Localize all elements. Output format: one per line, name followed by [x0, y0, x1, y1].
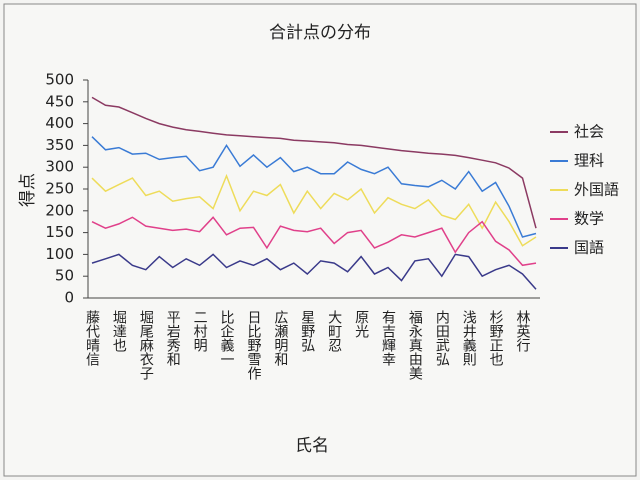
x-tick-label: 福永真由美 — [407, 310, 423, 380]
x-tick-label: 内田武弘 — [434, 310, 450, 366]
legend-label: 国語 — [574, 239, 604, 257]
legend-label: 数学 — [574, 210, 604, 228]
x-tick-label: 日比野雪作 — [245, 310, 261, 380]
legend-label: 社会 — [574, 123, 604, 141]
x-axis-label: 氏名 — [295, 436, 329, 456]
x-tick-label: 広瀬明和 — [272, 310, 288, 366]
y-tick-label: 100 — [45, 245, 74, 263]
x-tick-label: 藤代晴信 — [84, 310, 100, 366]
x-tick-label: 原光 — [353, 310, 369, 339]
series-line — [91, 96, 537, 229]
x-tick-label: 比企義一 — [219, 310, 235, 366]
legend-label: 理科 — [574, 152, 604, 170]
x-tick-label: 杉野正也 — [488, 310, 504, 366]
x-tick-label: 有吉輝幸 — [380, 310, 396, 366]
y-tick-label: 0 — [64, 289, 74, 307]
y-tick-label: 50 — [55, 267, 74, 285]
y-tick-label: 200 — [45, 201, 74, 219]
chart-frame — [3, 3, 637, 477]
x-tick-label: 平岩秀和 — [165, 310, 181, 366]
x-tick-label: 二村明 — [192, 310, 208, 353]
x-tick-label: 堀尾麻衣子 — [138, 310, 154, 380]
series-line — [91, 136, 537, 238]
series-line — [91, 173, 537, 247]
chart-title: 合計点の分布 — [269, 23, 371, 43]
x-tick-label: 堀達也 — [111, 310, 127, 352]
y-axis-label: 得点 — [18, 173, 38, 207]
y-tick-label: 150 — [45, 223, 74, 241]
y-tick-label: 250 — [45, 180, 74, 198]
legend-label: 外国語 — [574, 181, 619, 199]
y-tick-label: 450 — [45, 92, 74, 110]
x-tick-label: 浅井義則 — [461, 310, 477, 367]
series-line — [91, 253, 537, 290]
y-tick-label: 350 — [45, 136, 74, 154]
x-tick-label: 林英行 — [515, 310, 531, 353]
y-tick-label: 400 — [45, 114, 74, 132]
x-tick-label: 大町忍 — [326, 310, 342, 352]
y-tick-label: 300 — [45, 158, 74, 176]
y-tick-label: 500 — [45, 71, 74, 89]
x-tick-label: 星野弘 — [299, 310, 315, 352]
series-line — [91, 216, 537, 267]
